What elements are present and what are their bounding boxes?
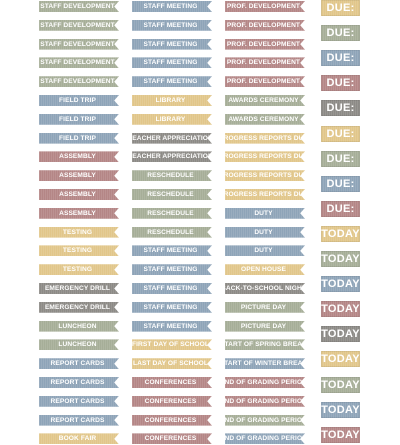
banner-label: START OF SPRING BREAK [225,339,305,351]
banner-label: DUTY [225,245,305,257]
banner-label: STAFF MEETING [132,264,212,276]
banner-label: REPORT CARDS [39,377,119,388]
banner-label: DUTY [225,207,305,219]
banner-label: ASSEMBLY [39,170,119,182]
banner-label: TESTING [39,226,119,238]
tag-label: TODAY [321,251,360,267]
banner-label: EMERGENCY DRILL [39,301,119,313]
tag-label: DUE: [321,125,360,142]
banner-label: PROF. DEVELOPMENT [225,57,305,69]
banner-label: TESTING [39,245,119,257]
tag-label: DUE: [321,100,360,117]
banner-label: LIBRARY [132,95,212,106]
banner-label: EMERGENCY DRILL [39,283,119,294]
tag-label: TODAY [321,276,360,293]
banner-label: END OF GRADING PERIOD [225,395,305,407]
banner-label: STAFF DEVELOPMENT [39,57,119,69]
banner-label: PICTURE DAY [225,320,305,332]
banner-label: STAFF DEVELOPMENT [39,76,119,88]
banner-label: RESCHEDULE [132,189,212,200]
tag-label: TODAY [321,376,360,393]
banner-label: TEACHER APPRECIATION [132,132,212,144]
banner-label: STAFF MEETING [132,301,212,313]
banner-label: PROF. DEVELOPMENT [225,1,305,12]
tag-label: DUE: [321,0,360,16]
tag-label: DUE: [321,25,360,42]
banner-label: BOOK FAIR [39,433,119,445]
banner-label: END OF GRADING PERIOD [225,377,305,388]
banner-label: FIELD TRIP [39,132,119,144]
tag-label: TODAY [321,351,360,368]
banner-label: RESCHEDULE [132,226,212,238]
banner-label: AWARDS CEREMONY [225,95,305,106]
banner-label: END OF GRADING PERIOD [225,414,305,426]
banner-label: PROF. DEVELOPMENT [225,19,305,31]
banner-label: START OF WINTER BREAK [225,358,305,370]
banner-label: PROF. DEVELOPMENT [225,38,305,50]
tag-label: DUE: [321,150,360,167]
banner-label: REPORT CARDS [39,395,119,407]
banner-label: PROGRESS REPORTS DUE [225,189,305,200]
banner-label: STAFF MEETING [132,38,212,50]
banner-label: LIBRARY [132,113,212,125]
banner-label: PROGRESS REPORTS DUE [225,151,305,163]
banner-label: CONFERENCES [132,433,212,445]
banner-label: STAFF MEETING [132,245,212,257]
tag-label: TODAY [321,225,360,242]
tag-label: TODAY [321,426,360,443]
banner-label: STAFF DEVELOPMENT [39,38,119,50]
banner-label: END OF GRADING PERIOD [225,433,305,445]
banner-label: CONFERENCES [132,414,212,426]
banner-label: REPORT CARDS [39,358,119,370]
banner-label: PROF. DEVELOPMENT [225,76,305,88]
banner-label: TEACHER APPRECIATION [132,151,212,163]
tag-label: DUE: [321,200,360,217]
banner-label: STAFF DEVELOPMENT [39,19,119,31]
banner-label: CONFERENCES [132,377,212,388]
tag-label: TODAY [321,401,360,418]
banner-label: STAFF MEETING [132,19,212,31]
banner-label: STAFF DEVELOPMENT [39,1,119,12]
banner-label: FIELD TRIP [39,113,119,125]
banner-label: LUNCHEON [39,320,119,332]
banner-label: STAFF MEETING [132,57,212,69]
tag-label: DUE: [321,175,360,192]
banner-label: PICTURE DAY [225,301,305,313]
tag-label: TODAY [321,301,360,318]
banner-label: LAST DAY OF SCHOOL [132,358,212,370]
tag-label: DUE: [321,75,360,92]
banner-label: STAFF MEETING [132,76,212,88]
banner-label: PROGRESS REPORTS DUE [225,132,305,144]
banner-label: RESCHEDULE [132,170,212,182]
banner-label: FIELD TRIP [39,95,119,106]
banner-label: REPORT CARDS [39,414,119,426]
banner-label: DUTY [225,226,305,238]
banner-label: AWARDS CEREMONY [225,113,305,125]
banner-label: STAFF MEETING [132,1,212,12]
banner-label: CONFERENCES [132,395,212,407]
banner-label: STAFF MEETING [132,283,212,294]
banner-label: LUNCHEON [39,339,119,351]
banner-label: FIRST DAY OF SCHOOL [132,339,212,351]
banner-label: ASSEMBLY [39,207,119,219]
tag-label: TODAY [321,326,360,343]
banner-label: OPEN HOUSE [225,264,305,276]
banner-label: PROGRESS REPORTS DUE [225,170,305,182]
banner-label: BACK-TO-SCHOOL NIGHT [225,283,305,294]
banner-label: TESTING [39,264,119,276]
banner-label: ASSEMBLY [39,189,119,200]
banner-label: ASSEMBLY [39,151,119,163]
banner-label: RESCHEDULE [132,207,212,219]
banner-label: STAFF MEETING [132,320,212,332]
tag-label: DUE: [321,50,360,67]
